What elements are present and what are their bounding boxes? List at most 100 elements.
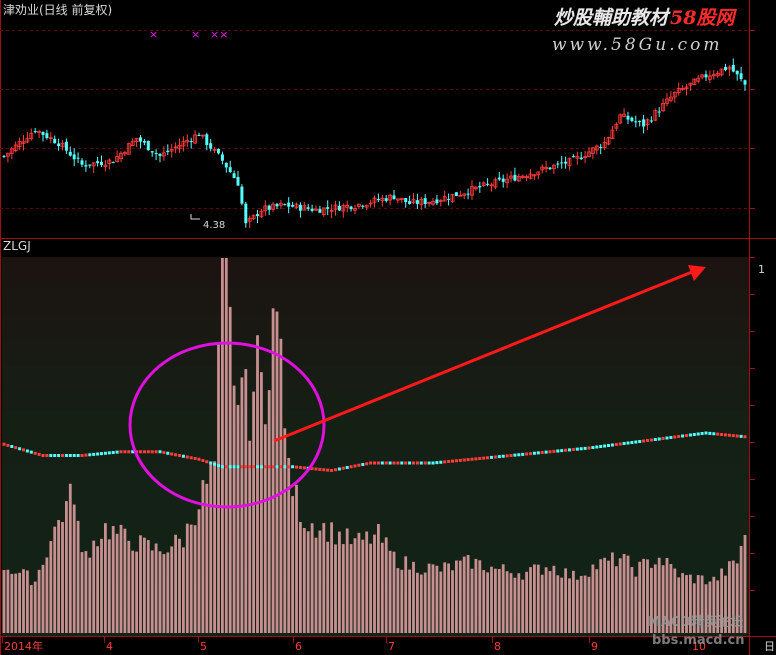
candle-body	[384, 198, 388, 201]
candle-body	[134, 138, 139, 142]
zlgj-bar	[497, 568, 501, 633]
zlgj-line-point	[532, 451, 536, 455]
zlgj-bar	[279, 338, 283, 633]
zlgj-line-point	[57, 454, 61, 457]
chart-title: 津劝业(日线 前复权)	[3, 2, 112, 17]
candle-body	[653, 110, 658, 121]
zlgj-line-point	[228, 465, 232, 469]
candle-body	[438, 200, 443, 202]
zlgj-line-point	[392, 461, 396, 465]
zlgj-bar	[529, 567, 532, 633]
candle-body	[708, 75, 712, 80]
x-tick-label: 10	[692, 640, 706, 653]
zlgj-bar	[150, 550, 154, 633]
zlgj-bar	[189, 524, 193, 633]
zlgj-line-point	[345, 466, 349, 469]
zlgj-line-point	[174, 453, 178, 457]
x-tick-label: 2014年	[4, 639, 43, 653]
zlgj-bar	[61, 522, 64, 633]
zlgj-bar	[345, 528, 349, 633]
zlgj-bar	[154, 543, 158, 633]
zlgj-bar	[369, 543, 372, 633]
zlgj-line-point	[661, 437, 665, 440]
candle-body	[497, 177, 501, 180]
candle-body	[91, 162, 96, 167]
indicator-label: ZLGJ	[3, 239, 31, 253]
candle-body	[735, 70, 739, 75]
zlgj-line-point	[37, 452, 41, 456]
zlgj-line-point	[107, 451, 111, 455]
x-axis: 2014年 4 5 6 7 8 9 10	[2, 637, 706, 653]
zlgj-bar	[57, 520, 60, 633]
zlgj-bar-series	[2, 258, 747, 633]
candle-body	[48, 137, 53, 139]
zlgj-line-point	[119, 450, 123, 454]
zlgj-line-point	[415, 461, 419, 465]
zlgj-line-point	[634, 440, 638, 444]
candle-body	[326, 207, 330, 209]
zlgj-bar	[213, 461, 216, 633]
zlgj-line-point	[295, 465, 298, 469]
x-tick-label: 7	[388, 640, 395, 653]
signal-marker: ×	[191, 28, 200, 41]
zlgj-bar	[677, 577, 681, 633]
zlgj-bar	[650, 567, 653, 633]
candle-body	[341, 205, 346, 212]
zlgj-bar	[341, 544, 345, 633]
zlgj-line-point	[653, 438, 657, 441]
candle-body	[271, 203, 276, 210]
zlgj-line-point	[451, 459, 454, 463]
candle-body	[126, 143, 131, 155]
zlgj-line-point	[548, 450, 552, 454]
zlgj-bar	[88, 557, 92, 633]
zlgj-bar	[618, 558, 622, 633]
zlgj-line-point	[2, 442, 6, 446]
watermark-url: www.58Gu.com	[552, 35, 722, 55]
zlgj-bar	[228, 306, 232, 633]
zlgj-line-point	[279, 465, 283, 469]
zlgj-bar	[646, 559, 649, 633]
zlgj-line-point	[209, 461, 213, 465]
candle-body	[548, 167, 552, 170]
zlgj-line-point	[540, 451, 544, 454]
candle-body	[665, 98, 669, 104]
zlgj-line-point	[376, 461, 380, 465]
zlgj-bar	[302, 528, 306, 633]
zlgj-bar	[361, 539, 365, 633]
candle-body	[329, 209, 334, 212]
zlgj-bar	[197, 509, 201, 633]
zlgj-line-point	[622, 442, 626, 445]
zlgj-bar	[470, 568, 474, 633]
zlgj-line-point	[142, 450, 146, 454]
candle-body	[185, 140, 190, 143]
zlgj-bar	[107, 539, 111, 633]
candle-body	[684, 86, 689, 90]
zlgj-bar	[599, 559, 603, 633]
zlgj-bar	[607, 560, 610, 633]
candle-body	[516, 176, 521, 182]
zlgj-line-point	[556, 449, 560, 453]
zlgj-line-point	[72, 454, 76, 457]
zlgj-line-point	[224, 465, 228, 469]
zlgj-bar	[275, 311, 279, 633]
zlgj-line-point	[700, 432, 704, 435]
zlgj-line-point	[610, 443, 614, 447]
zlgj-bar	[299, 521, 302, 633]
zlgj-line-point	[6, 443, 10, 447]
zlgj-line-point	[322, 468, 326, 472]
zlgj-bar	[439, 571, 443, 633]
zlgj-bar	[665, 557, 669, 633]
zlgj-line-point	[501, 454, 505, 458]
zlgj-line-point	[431, 461, 435, 465]
candle-body	[150, 151, 154, 153]
candle-body	[267, 205, 271, 210]
candle-body	[634, 121, 638, 123]
zlgj-bar	[603, 557, 606, 633]
zlgj-line-point	[466, 458, 470, 462]
candle-body	[115, 156, 119, 162]
candle-body	[275, 203, 279, 207]
zlgj-line-point	[743, 435, 747, 439]
candle-body	[450, 194, 455, 202]
zlgj-line-point	[111, 451, 115, 454]
